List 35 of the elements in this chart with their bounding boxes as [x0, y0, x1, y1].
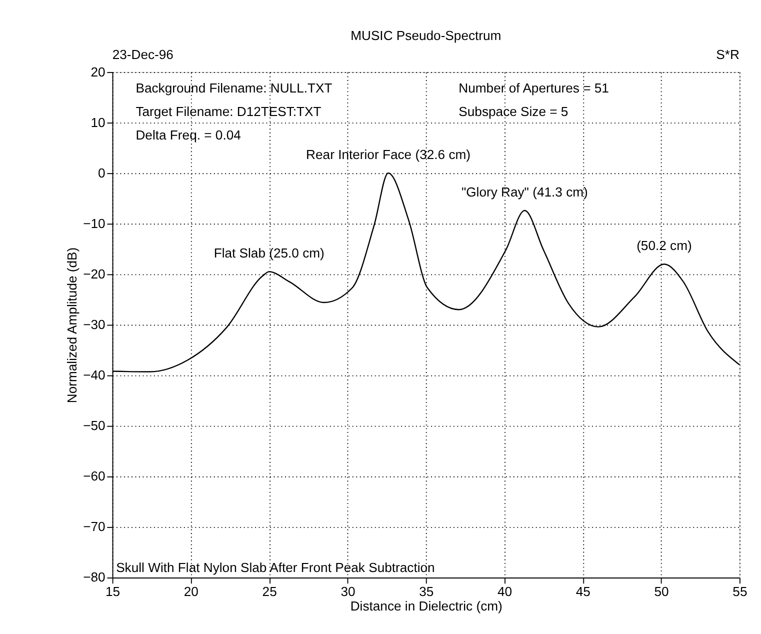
x-axis-title: Distance in Dielectric (cm): [350, 598, 502, 614]
annotation: Skull With Flat Nylon Slab After Front Peak Subtraction: [116, 560, 435, 575]
annotation: Delta Freq. = 0.04: [136, 127, 241, 142]
x-tick-label: 50: [654, 584, 669, 599]
annotation: (50.2 cm): [636, 238, 692, 254]
x-tick-label: 45: [576, 584, 590, 599]
text: S*R: [716, 46, 740, 62]
annotation: Background Filename: NULL.TXT: [136, 80, 332, 96]
y-axis-title: Normalized Amplitude (dB): [64, 247, 80, 404]
text: 23-Dec-96: [112, 46, 174, 62]
y-tick-label: −30: [83, 316, 106, 332]
annotation: Target Filename: D12TEST:TXT: [136, 104, 322, 120]
x-tick-label: 25: [262, 584, 277, 599]
y-tick-label: −50: [83, 418, 106, 434]
y-tick-label: 0: [98, 165, 106, 180]
annotation: Subspace Size = 5: [458, 104, 568, 120]
y-tick-label: −40: [83, 368, 106, 383]
annotation: "Glory Ray" (41.3 cm): [461, 184, 588, 200]
y-tick-label: −10: [83, 216, 106, 231]
chart-title: MUSIC Pseudo-Spectrum: [350, 28, 502, 44]
y-tick-label: −60: [83, 468, 106, 484]
x-tick-label: 55: [732, 584, 748, 599]
y-tick-label: 20: [90, 64, 106, 80]
y-tick-label: −20: [83, 266, 106, 282]
x-tick-label: 30: [340, 584, 356, 599]
y-tick-label: −70: [83, 519, 106, 534]
x-tick-label: 40: [497, 584, 512, 599]
y-tick-label: 10: [90, 114, 106, 130]
annotation: Rear Interior Face (32.6 cm): [306, 147, 470, 162]
x-tick-label: 35: [419, 584, 434, 599]
x-tick-label: 15: [106, 584, 120, 599]
x-tick-label: 20: [184, 584, 198, 599]
annotation: Flat Slab (25.0 cm): [214, 246, 324, 261]
annotation: Number of Apertures = 51: [458, 80, 609, 96]
y-tick-label: −80: [83, 570, 106, 585]
